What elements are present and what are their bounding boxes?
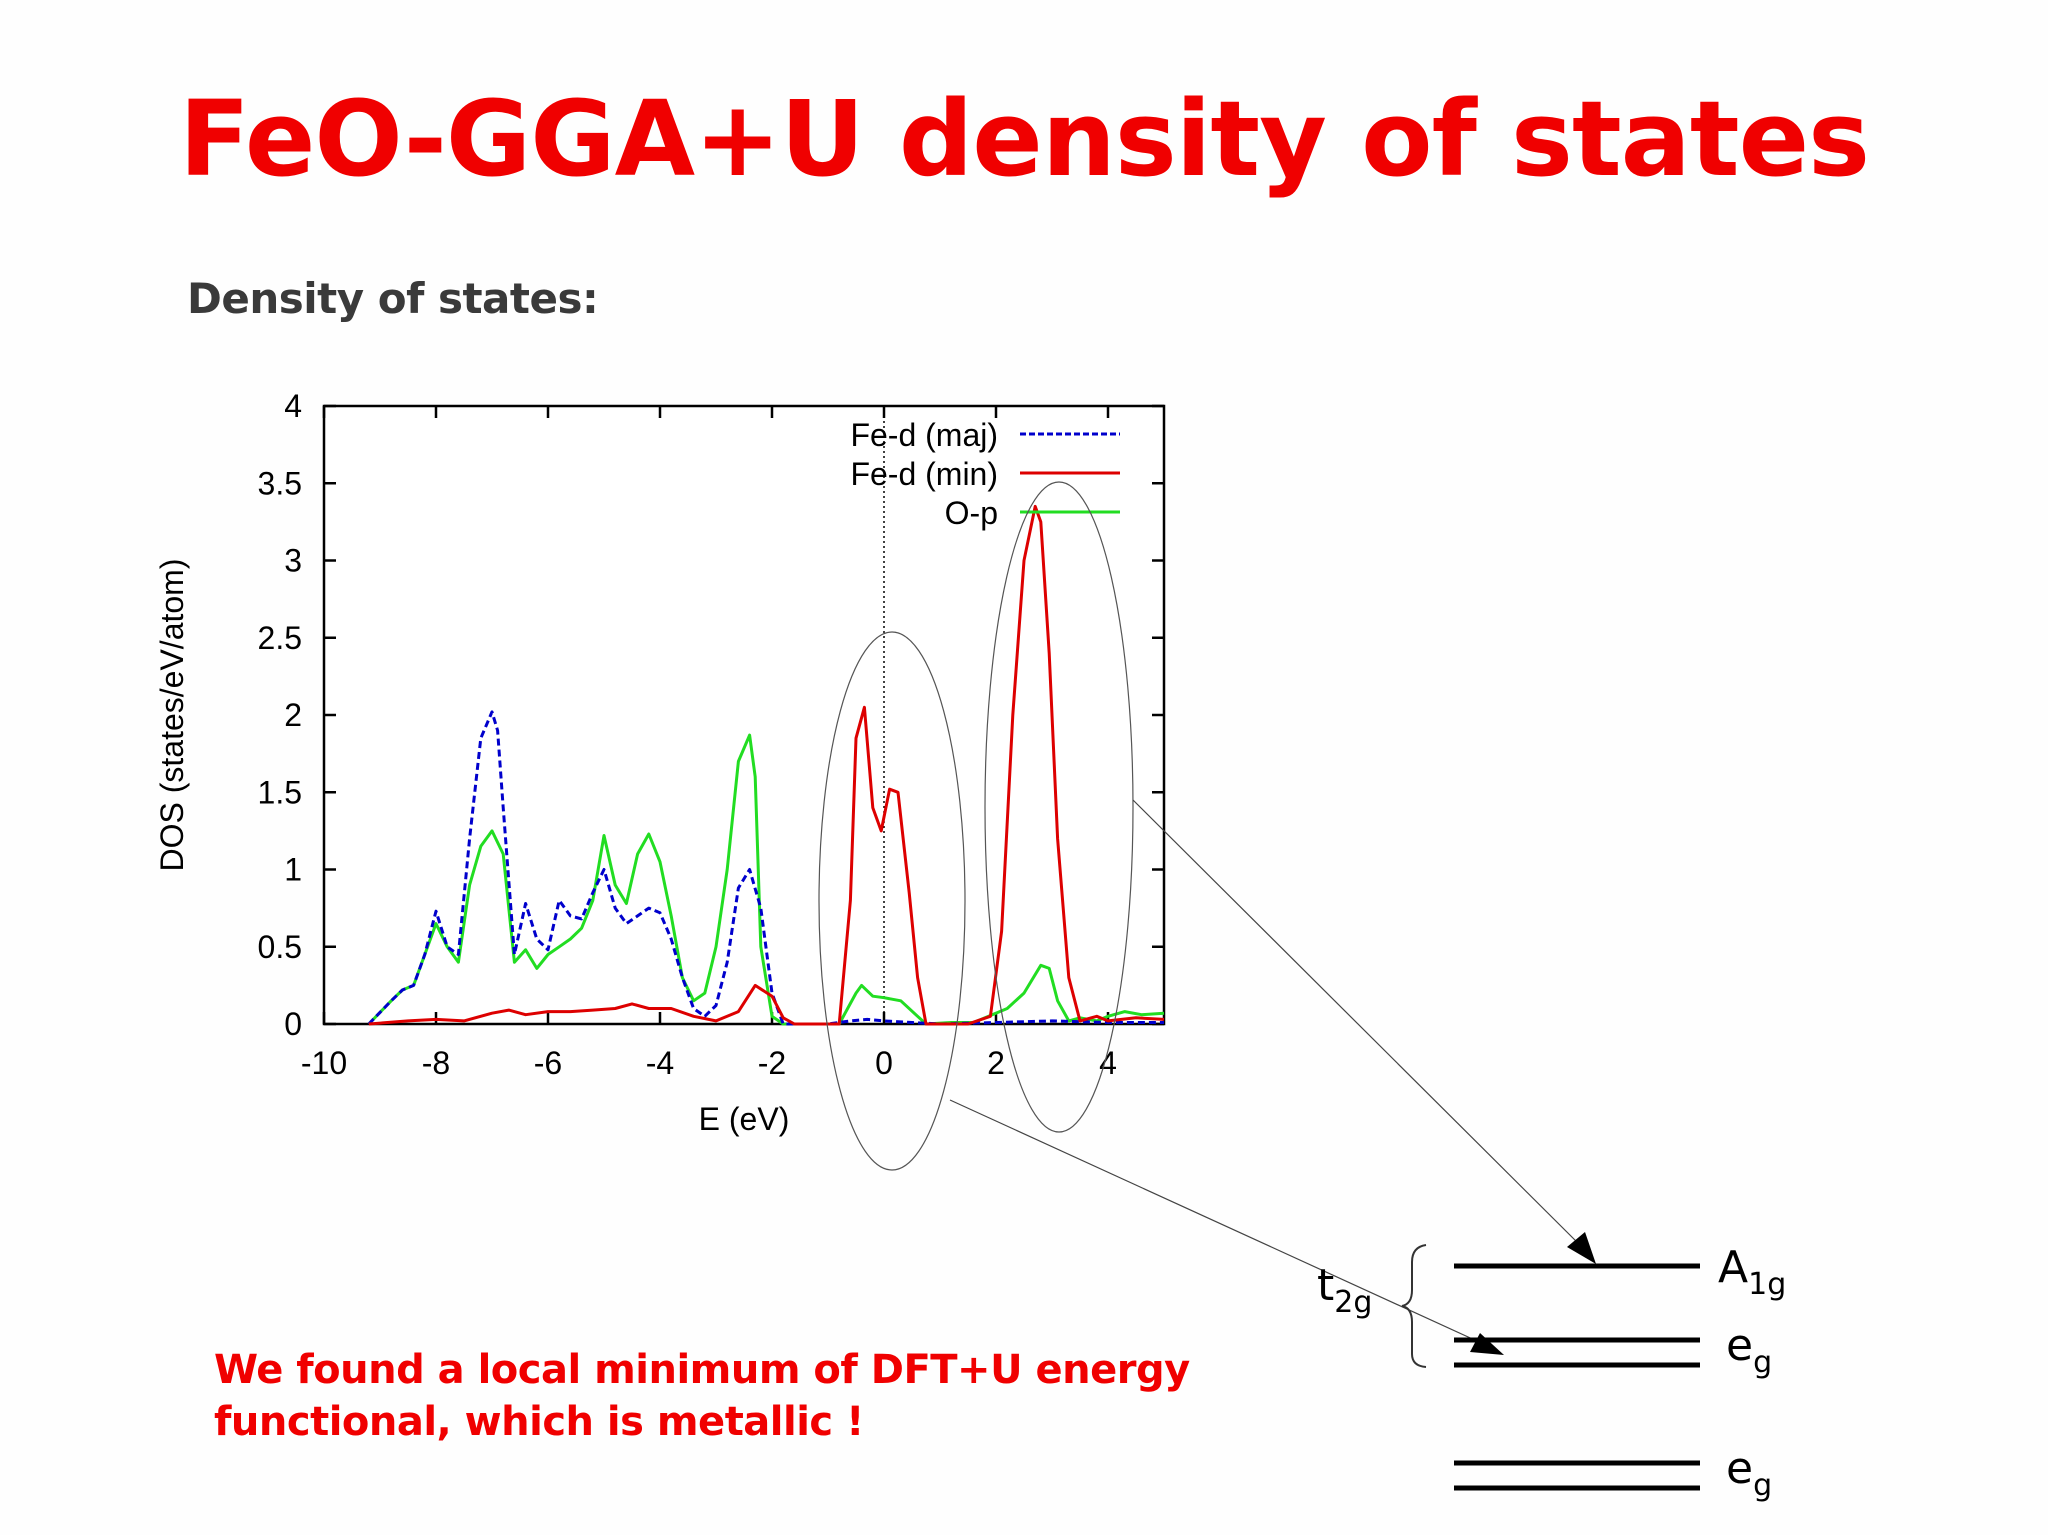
legend-label: Fe-d (min) xyxy=(850,456,998,492)
y-tick-label: 3 xyxy=(284,543,302,579)
conclusion-note: We found a local minimum of DFT+U energy… xyxy=(214,1344,1190,1448)
arrow-to-eg xyxy=(949,1099,1491,1348)
legend-label: Fe-d (maj) xyxy=(850,417,998,453)
slide-title: FeO-GGA+U density of states xyxy=(178,78,1870,200)
y-tick-label: 0.5 xyxy=(258,929,302,965)
plot-frame xyxy=(322,404,1166,1026)
curve-o-p xyxy=(367,733,1165,1026)
a1g-label: A1g xyxy=(1718,1242,1786,1302)
t2g-label: t2g xyxy=(1317,1260,1372,1320)
dos-chart: 0 0.5 1 1.5 2 2.5 3 3.5 4 -10 -8 -6 -4 -2 0 2 4 Fe-d (m… xyxy=(154,388,1166,1137)
note-line-2: functional, which is metallic ! xyxy=(214,1399,864,1445)
note-line-1: We found a local minimum of DFT+U energy xyxy=(214,1347,1190,1393)
section-heading: Density of states: xyxy=(187,274,599,323)
fermi-peak-ellipse xyxy=(818,631,966,1171)
y-tick-label: 2 xyxy=(284,697,302,733)
x-tick-label: -10 xyxy=(301,1045,347,1081)
curve-fe-d-maj xyxy=(367,710,1164,1026)
x-tick-label: -8 xyxy=(422,1045,450,1081)
dos-curves xyxy=(367,504,1165,1026)
x-tick-label: 4 xyxy=(1099,1045,1117,1081)
eg-lower-label: eg xyxy=(1726,1443,1772,1503)
x-tick-label: 2 xyxy=(987,1045,1005,1081)
y-tick-label: 1 xyxy=(284,852,302,888)
x-tick-label: -4 xyxy=(646,1045,674,1081)
y-tick-label: 0 xyxy=(284,1006,302,1042)
arrowhead-icon xyxy=(1567,1232,1596,1264)
t2g-brace xyxy=(1401,1244,1427,1368)
y-tick-label: 1.5 xyxy=(258,774,302,810)
y-tick-label: 2.5 xyxy=(258,620,302,656)
y-axis-label: DOS (states/eV/atom) xyxy=(154,559,190,872)
x-tick-label: -2 xyxy=(758,1045,786,1081)
annotation-ellipses xyxy=(818,481,1134,1171)
arrowhead-icon xyxy=(1470,1333,1504,1355)
x-axis-label: E (eV) xyxy=(699,1101,790,1137)
y-axis-ticks: 0 0.5 1 1.5 2 2.5 3 3.5 4 xyxy=(258,388,1164,1042)
y-tick-label: 4 xyxy=(284,388,302,424)
arrow-to-a1g xyxy=(1132,799,1591,1256)
x-axis-ticks: -10 -8 -6 -4 -2 0 2 4 xyxy=(301,406,1117,1081)
x-tick-label: 0 xyxy=(875,1045,893,1081)
energy-level-diagram: t2g A1g eg eg xyxy=(1317,1242,1786,1503)
y-tick-label: 3.5 xyxy=(258,465,302,501)
eg-upper-label: eg xyxy=(1726,1320,1772,1380)
curve-fe-d-min xyxy=(368,504,1165,1026)
legend-label: O-p xyxy=(945,495,998,531)
chart-legend: Fe-d (maj)Fe-d (min)O-p xyxy=(850,417,1120,531)
upper-peak-ellipse xyxy=(984,481,1134,1133)
x-tick-label: -6 xyxy=(534,1045,562,1081)
